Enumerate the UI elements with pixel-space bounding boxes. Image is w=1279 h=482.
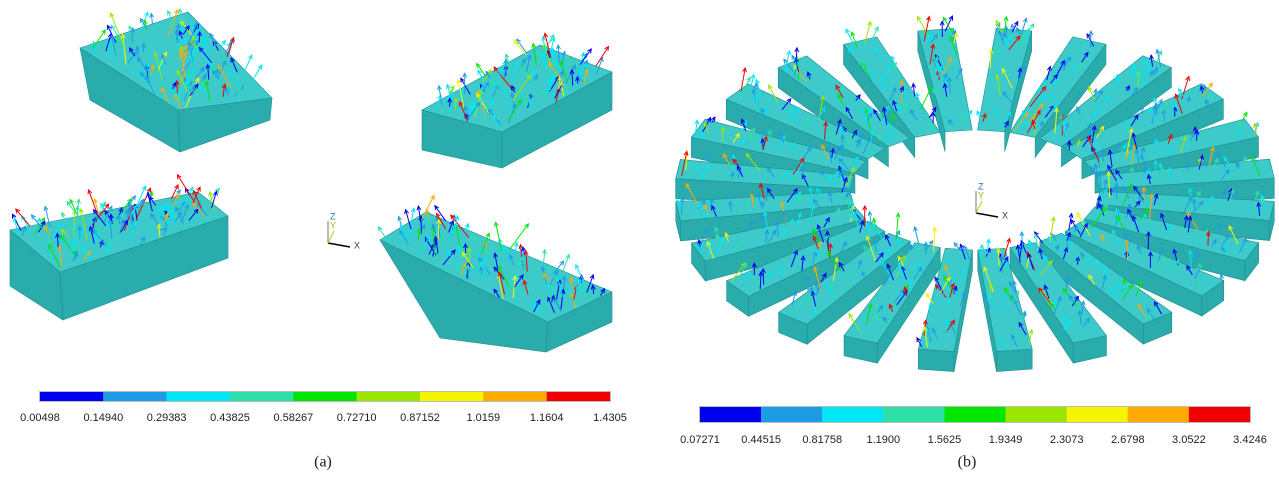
axis-letter: Y: [978, 190, 984, 200]
vector-arrow: [177, 81, 178, 93]
colorbar-label: 0.14940: [83, 412, 123, 424]
colorbar-label: 3.0522: [1172, 434, 1206, 446]
vector-arrow: [509, 224, 528, 250]
colorbar-segment: [1006, 407, 1067, 422]
axis-letter: X: [1002, 210, 1008, 220]
vector-arrow: [514, 40, 526, 55]
colorbar-segment: [883, 407, 944, 422]
page: {"panels": [ {"label": "(a)", "colorbar"…: [0, 0, 1279, 477]
axis-letter: Y: [330, 220, 336, 230]
colorbar-label: 1.1604: [530, 412, 564, 424]
vector-arrow: [16, 209, 30, 226]
colorbar-segment: [1128, 407, 1189, 422]
colorbar-label: 1.0159: [467, 412, 501, 424]
vector-arrow: [921, 87, 932, 109]
colorbar-label: 1.1900: [867, 434, 901, 446]
caption: (a): [314, 454, 332, 471]
colorbar-label: 0.07271: [680, 434, 720, 446]
colorbar-segment: [167, 392, 230, 401]
colorbar-label: 1.4305: [593, 412, 627, 424]
colorbar-segment: [103, 392, 166, 401]
colorbar-label: 0.72710: [337, 412, 377, 424]
colorbar-label: 1.5625: [928, 434, 962, 446]
colorbar-label: 2.3073: [1050, 434, 1084, 446]
block-side: [997, 349, 1033, 372]
colorbar-segment: [944, 407, 1005, 422]
colorbar-segment: [761, 407, 822, 422]
colorbar-label: 0.58267: [273, 412, 313, 424]
colorbar-segment: [357, 392, 420, 401]
axis-triad: [328, 231, 334, 243]
colorbar-label: 3.4246: [1233, 434, 1267, 446]
colorbar-segment: [1189, 407, 1250, 422]
vector-arrow: [564, 277, 565, 291]
colorbar-segment: [40, 392, 103, 401]
colorbar-label: 0.43825: [210, 412, 250, 424]
colorbar-segment: [1067, 407, 1128, 422]
colorbar-label: 0.81758: [802, 434, 842, 446]
colorbar-label: 0.44515: [741, 434, 781, 446]
colorbar-segment: [420, 392, 483, 401]
colorbar-label: 0.29383: [147, 412, 187, 424]
colorbar-segment: [483, 392, 546, 401]
vector-arrow: [244, 55, 252, 73]
colorbar-segment: [822, 407, 883, 422]
colorbar-label: 2.6798: [1111, 434, 1145, 446]
axis-triad: [976, 201, 982, 213]
colorbar-segment: [293, 392, 356, 401]
vector-arrow: [89, 190, 98, 214]
colorbar-label: 0.00498: [20, 412, 60, 424]
axis-triad: [328, 243, 350, 247]
caption: (b): [958, 454, 977, 471]
figure: ZYXZYX (a) (b) 0.004980.149400.293830.43…: [0, 0, 1279, 477]
vector-arrow: [763, 269, 764, 285]
vector-arrow: [1090, 31, 1091, 47]
vector-arrow: [253, 65, 262, 79]
colorbar-label: 1.9349: [989, 434, 1023, 446]
colorbar-label: 0.87152: [400, 412, 440, 424]
block-side: [918, 349, 954, 372]
colorbar-segment: [230, 392, 293, 401]
vector-arrow: [846, 29, 854, 45]
axis-triad: [976, 213, 998, 217]
vector-arrow: [596, 47, 609, 67]
colorbar-segment: [547, 392, 610, 401]
colorbar-segment: [700, 407, 761, 422]
axis-letter: X: [354, 240, 360, 250]
